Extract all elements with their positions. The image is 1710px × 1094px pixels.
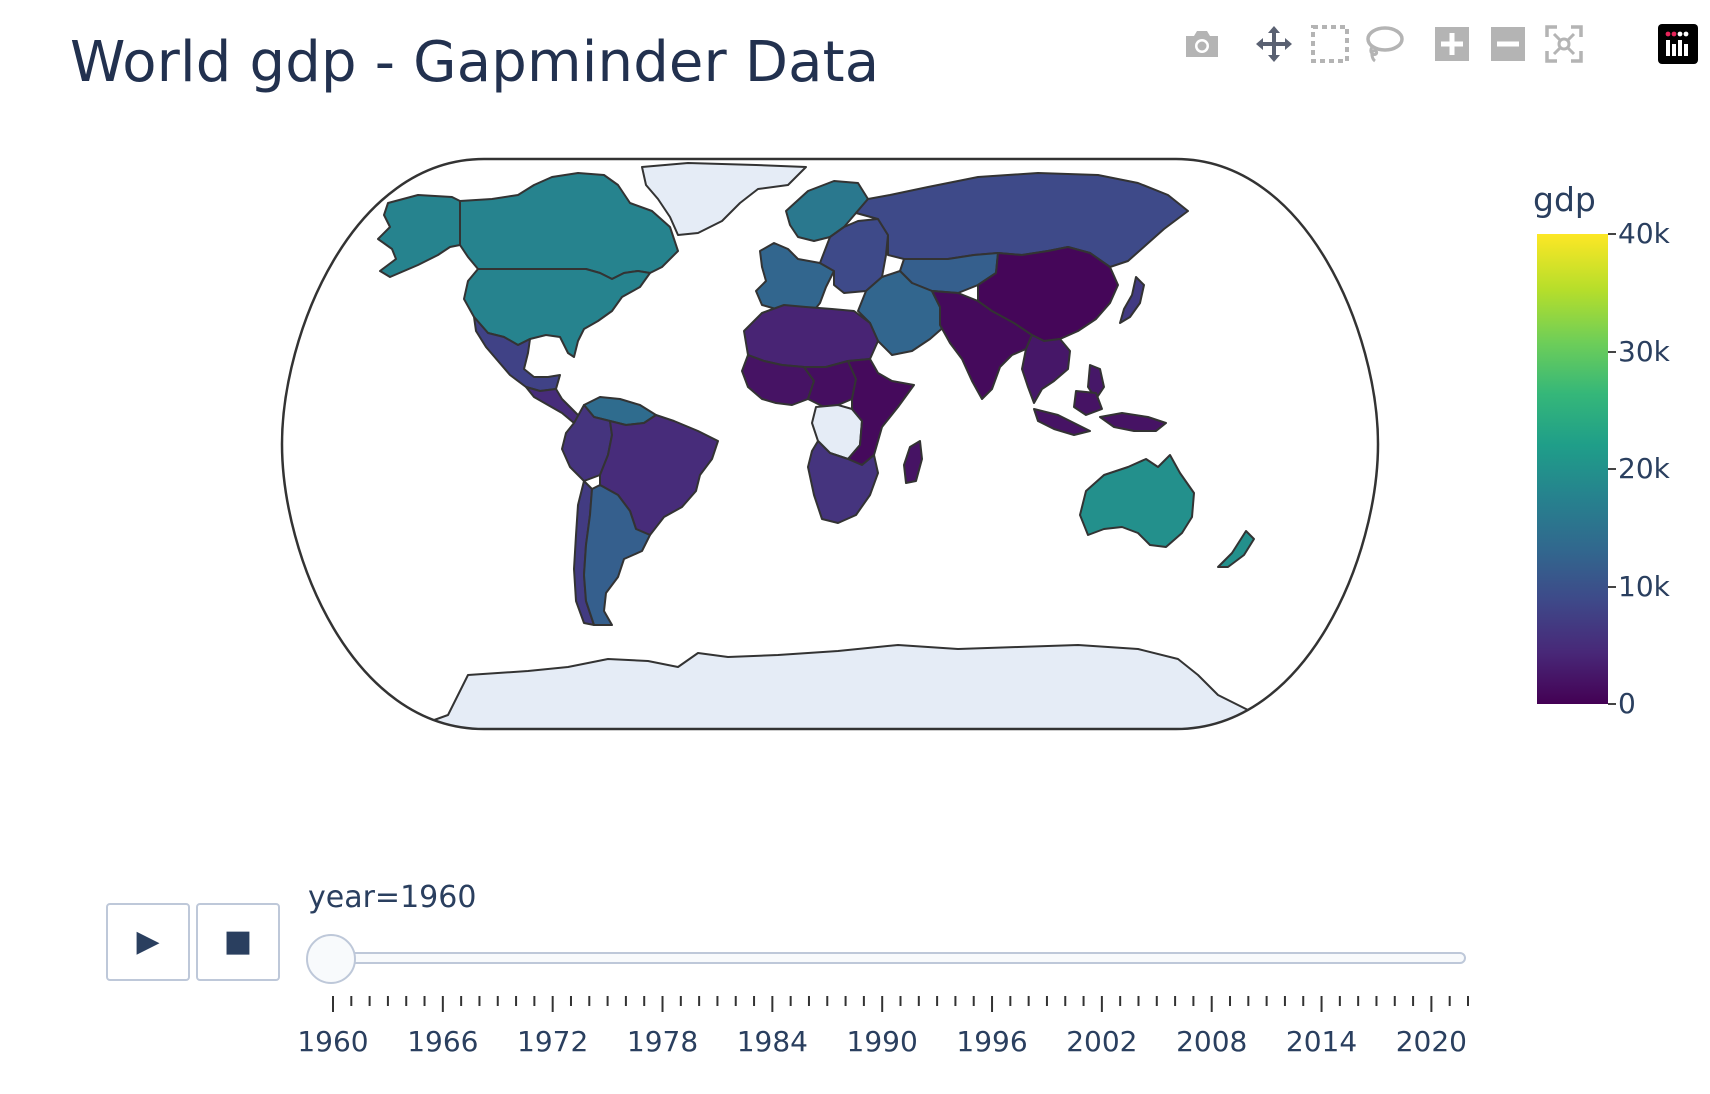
- slider-tick-label[interactable]: 2008: [1176, 1025, 1248, 1058]
- colorbar-gradient: [1537, 234, 1608, 704]
- region-indonesia[interactable]: [1033, 408, 1091, 436]
- globe-frame: [280, 157, 1380, 731]
- zoom-in-icon[interactable]: [1430, 22, 1474, 66]
- slider-tick-label[interactable]: 1990: [846, 1025, 918, 1058]
- region-western-europe[interactable]: [755, 242, 835, 314]
- region-southern-africa[interactable]: [807, 440, 879, 524]
- colorbar-tick-mark: [1608, 350, 1616, 353]
- region-madagascar[interactable]: [903, 440, 923, 484]
- play-icon: ▶: [136, 924, 160, 959]
- colorbar-title: gdp: [1533, 180, 1596, 219]
- year-slider-handle[interactable]: [306, 934, 356, 984]
- camera-icon[interactable]: [1180, 22, 1224, 66]
- region-japan[interactable]: [1119, 276, 1145, 324]
- region-new-zealand[interactable]: [1217, 530, 1255, 568]
- slider-tick-label[interactable]: 1966: [407, 1025, 479, 1058]
- lasso-select-icon[interactable]: [1362, 22, 1406, 66]
- region-central-america[interactable]: [525, 386, 581, 424]
- year-slider-rail[interactable]: [330, 952, 1466, 964]
- pan-icon[interactable]: [1252, 22, 1296, 66]
- colorbar-tick-label: 10k: [1618, 569, 1670, 603]
- slider-current-value: year=1960: [308, 880, 477, 915]
- region-argentina[interactable]: [583, 484, 651, 626]
- modebar: [1180, 18, 1705, 68]
- region-north-africa[interactable]: [743, 304, 879, 368]
- region-central-africa[interactable]: [803, 360, 857, 408]
- box-select-icon[interactable]: [1308, 22, 1352, 66]
- colorbar-tick-mark: [1608, 233, 1616, 235]
- stop-icon: ■: [223, 924, 253, 959]
- region-antarctica[interactable]: [397, 644, 1339, 733]
- slider-tick-label[interactable]: 2014: [1285, 1025, 1358, 1058]
- region-southeast-asia[interactable]: [1021, 334, 1071, 404]
- slider-tick-label[interactable]: 1984: [736, 1025, 808, 1058]
- region-east-africa[interactable]: [847, 358, 915, 466]
- colorbar-tick-label: 40k: [1618, 217, 1670, 250]
- region-canada[interactable]: [459, 172, 679, 280]
- colorbar-tick-label: 30k: [1618, 334, 1670, 368]
- region-brazil[interactable]: [599, 414, 719, 536]
- colorbar-tick-mark: [1608, 703, 1616, 705]
- region-russia[interactable]: [855, 172, 1189, 268]
- chart-title: World gdp - Gapminder Data: [70, 30, 880, 95]
- colorbar-tick-mark: [1608, 585, 1616, 588]
- play-button[interactable]: ▶: [106, 903, 190, 981]
- slider-ticks: [332, 996, 1469, 1012]
- world-choropleth[interactable]: [278, 155, 1382, 733]
- region-borneo[interactable]: [1073, 390, 1103, 416]
- region-west-africa[interactable]: [741, 354, 815, 406]
- region-alaska[interactable]: [377, 194, 461, 278]
- slider-tick-label[interactable]: 2002: [1066, 1025, 1138, 1058]
- region-australia[interactable]: [1079, 454, 1195, 548]
- geo-map[interactable]: [278, 155, 1382, 733]
- region-china[interactable]: [977, 246, 1119, 342]
- colorbar-tick-label: 20k: [1618, 452, 1670, 485]
- plotly-logo-icon[interactable]: [1656, 22, 1700, 66]
- zoom-out-icon[interactable]: [1486, 22, 1530, 66]
- region-mexico[interactable]: [473, 316, 561, 392]
- reset-view-icon[interactable]: [1542, 22, 1586, 66]
- slider-tick-label[interactable]: 1960: [297, 1025, 369, 1058]
- region-greenland[interactable]: [641, 162, 807, 236]
- stop-button[interactable]: ■: [196, 903, 280, 981]
- region-philippines[interactable]: [1087, 364, 1105, 400]
- colorbar-tick-mark: [1608, 468, 1616, 470]
- region-scandinavia[interactable]: [785, 180, 869, 242]
- slider-tick-label[interactable]: 1996: [956, 1025, 1028, 1058]
- slider-tick-label[interactable]: 1972: [517, 1025, 589, 1058]
- slider-tick-label[interactable]: 2020: [1395, 1025, 1468, 1058]
- slider-tick-label[interactable]: 1978: [626, 1025, 699, 1058]
- colorbar-tick-label: 0: [1618, 687, 1636, 720]
- region-indonesia-east[interactable]: [1099, 412, 1167, 432]
